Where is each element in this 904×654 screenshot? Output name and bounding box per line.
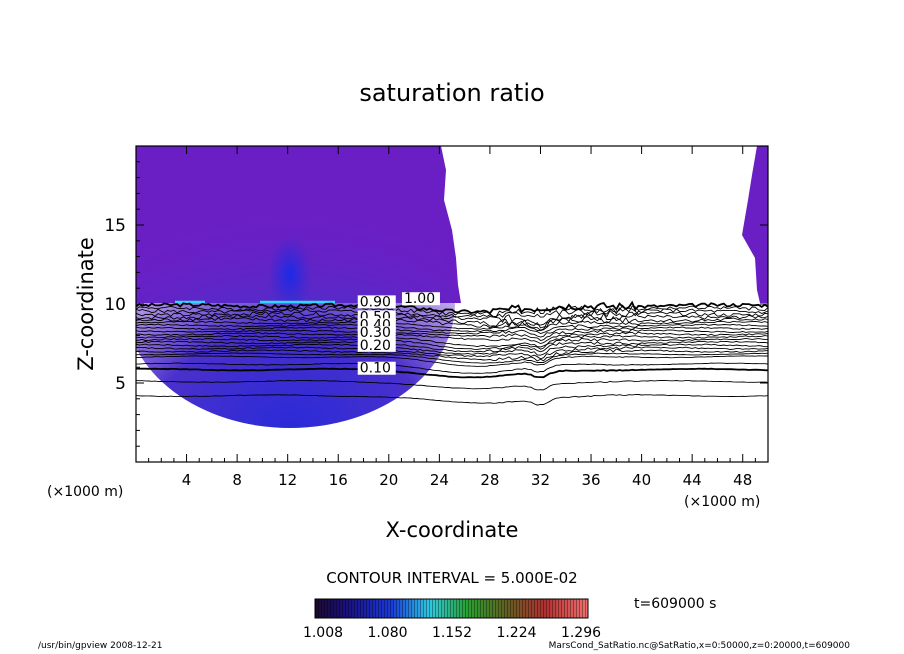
colorbar-tick-label: 1.152 xyxy=(432,625,472,641)
contour-line xyxy=(136,335,768,348)
contour-line xyxy=(136,362,768,374)
contour-label: 0.10 xyxy=(360,361,391,377)
enhanced-core xyxy=(268,235,312,315)
x-tick-label: 8 xyxy=(232,471,242,489)
contour-line xyxy=(136,343,768,356)
x-tick-label: 36 xyxy=(581,471,600,489)
x-tick-label: 48 xyxy=(733,471,752,489)
contour-line xyxy=(136,337,768,350)
contour-label-bg xyxy=(357,326,396,340)
colorbar-tick-label: 1.296 xyxy=(561,625,601,641)
contour-lines xyxy=(136,300,768,406)
x-tick-label: 28 xyxy=(480,471,499,489)
contour-line xyxy=(136,326,768,338)
x-tick-label: 24 xyxy=(430,471,449,489)
x-tick-label: 40 xyxy=(632,471,651,489)
time-label: t=609000 s xyxy=(634,596,716,612)
x-tick-label: 4 xyxy=(182,471,192,489)
x-tick-label: 32 xyxy=(531,471,550,489)
supersaturated-region-right xyxy=(742,146,768,303)
contour-label-bg xyxy=(401,292,440,306)
contour-line xyxy=(136,379,768,391)
saturation-fill xyxy=(136,146,768,428)
contour-line xyxy=(136,304,768,318)
colorbar-tick-labels: 1.008 1.080 1.152 1.224 1.296 xyxy=(303,625,601,641)
x-axis-ticks: 4 8 12 16 20 24 28 32 36 40 44 48 xyxy=(148,146,756,489)
contour-line xyxy=(136,320,768,332)
contour-label: 0.30 xyxy=(360,325,391,341)
contour-label-bg xyxy=(357,361,396,375)
contour-line xyxy=(136,323,768,334)
colorbar-stripes xyxy=(315,599,588,618)
y-tick-label: 5 xyxy=(115,374,126,394)
x-tick-label: 16 xyxy=(329,471,348,489)
contour-line xyxy=(136,328,768,341)
x-unit-right: (×1000 m) xyxy=(684,494,760,510)
colorbar-tick-label: 1.224 xyxy=(496,625,536,641)
colorbar-tick-label: 1.008 xyxy=(303,625,343,641)
contour-line xyxy=(136,340,768,353)
y-axis-label: Z-coordinate xyxy=(74,237,98,371)
contour-line xyxy=(136,394,768,406)
colorbar-frame xyxy=(314,598,589,619)
y-tick-label: 15 xyxy=(104,216,126,236)
contour-line xyxy=(136,309,768,326)
contour-line xyxy=(136,307,768,318)
contour-label: 0.90 xyxy=(360,294,391,310)
y-tick-label: 10 xyxy=(104,295,126,315)
y-axis-ticks: 5 10 15 xyxy=(104,161,768,447)
contour-label: 1.00 xyxy=(404,291,435,307)
contour-interval: CONTOUR INTERVAL = 5.000E-02 xyxy=(326,569,577,587)
contour-labels: 0.90 1.000.500.400.300.200.10 xyxy=(357,291,440,377)
contour-line xyxy=(136,348,768,362)
chart-title: saturation ratio xyxy=(359,79,544,107)
x-tick-label: 12 xyxy=(278,471,297,489)
footer-right: MarsCond_SatRatio.nc@SatRatio,x=0:50000,… xyxy=(548,641,850,651)
contour-label-bg xyxy=(357,295,396,309)
contour-line xyxy=(136,346,768,360)
x-tick-label: 20 xyxy=(379,471,398,489)
x-unit-left: (×1000 m) xyxy=(47,484,123,500)
contour-line xyxy=(136,352,768,364)
contour-line xyxy=(136,300,768,315)
colorbar-tick-label: 1.080 xyxy=(367,625,407,641)
contour-line xyxy=(136,316,768,331)
footer-left: /usr/bin/gpview 2008-12-21 xyxy=(38,641,163,651)
contour-line xyxy=(136,355,768,367)
contour-line xyxy=(136,367,768,379)
contour-label-bg xyxy=(357,338,396,352)
colorbar: 1.008 1.080 1.152 1.224 1.296 xyxy=(303,598,601,641)
x-tick-label: 44 xyxy=(683,471,702,489)
contour-label: 0.20 xyxy=(360,338,391,354)
contour-line xyxy=(136,331,768,344)
x-axis-label: X-coordinate xyxy=(386,518,519,542)
contour-line xyxy=(136,312,768,329)
